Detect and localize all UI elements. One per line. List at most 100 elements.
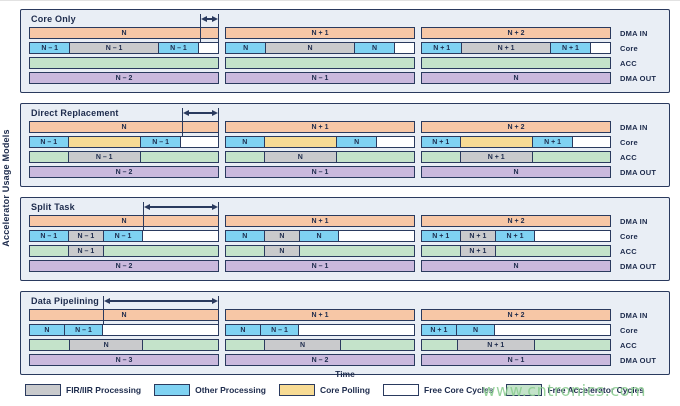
bar-segment: N + 1 bbox=[550, 43, 592, 53]
row-label: DMA IN bbox=[620, 216, 648, 226]
row-labels: DMA IN Core ACC DMA OUT bbox=[617, 215, 663, 275]
bar-segment: N – 2 bbox=[226, 355, 414, 365]
bar-segment bbox=[264, 137, 337, 147]
bar-segment bbox=[226, 246, 265, 256]
bar-segment: N + 2 bbox=[422, 122, 610, 132]
bar-segment: N bbox=[336, 137, 378, 147]
bar-segment: N – 1 bbox=[30, 43, 71, 53]
frame-column: N + 2 N + 1 N + 1 N + 1 N bbox=[421, 121, 611, 178]
legend-item: Free Accelerator Cycles bbox=[506, 384, 644, 396]
row-label: ACC bbox=[620, 58, 637, 68]
bar-segment bbox=[30, 246, 69, 256]
bar-segment bbox=[299, 325, 414, 335]
bar-segment bbox=[340, 340, 414, 350]
bar-segment: N – 3 bbox=[30, 355, 218, 365]
bar-segment: N bbox=[422, 73, 610, 83]
timeline-bar bbox=[421, 57, 611, 69]
timeline-bar: N – 1 bbox=[29, 245, 219, 257]
bar-segment: N bbox=[226, 43, 267, 53]
bar-segment: N + 1 bbox=[460, 246, 497, 256]
bar-segment: N bbox=[266, 43, 355, 53]
bar-segment: N + 1 bbox=[226, 310, 414, 320]
timeline-bar: N bbox=[421, 260, 611, 272]
bar-segment: N – 2 bbox=[30, 167, 218, 177]
bar-segment bbox=[30, 58, 218, 68]
timeline-bar: N + 1 bbox=[225, 309, 415, 321]
timeline-bar: N + 2 bbox=[421, 121, 611, 133]
timeline-bar: N – 2 bbox=[29, 72, 219, 84]
bar-segment bbox=[199, 43, 218, 53]
bar-segment: N bbox=[456, 325, 496, 335]
panel-title: Core Only bbox=[31, 14, 76, 24]
bar-segment: N + 1 bbox=[460, 231, 497, 241]
timeline-bar: N + 2 bbox=[421, 27, 611, 39]
legend: FIR/IIR Processing Other Processing Core P… bbox=[25, 384, 644, 396]
row-label: DMA IN bbox=[620, 310, 648, 320]
bar-segment bbox=[534, 340, 610, 350]
row-label: DMA OUT bbox=[620, 167, 657, 177]
timeline-bar: N bbox=[29, 121, 219, 133]
bar-segment: N bbox=[226, 231, 265, 241]
timeline-bar: N + 1 bbox=[421, 151, 611, 163]
bar-segment: N bbox=[264, 231, 301, 241]
double-arrow-icon bbox=[201, 15, 218, 23]
row-label: DMA OUT bbox=[620, 73, 657, 83]
bar-segment bbox=[226, 340, 266, 350]
arrowhead-right-icon bbox=[211, 298, 218, 304]
y-axis-label: Accelerator Usage Models bbox=[1, 129, 11, 247]
bar-segment: N bbox=[30, 122, 218, 132]
bar-segment: N + 1 bbox=[457, 340, 535, 350]
bar-segment bbox=[142, 231, 218, 241]
timeline-bar: N bbox=[225, 245, 415, 257]
bar-segment: N bbox=[226, 325, 261, 335]
free-core-cycles-marker bbox=[143, 202, 219, 230]
legend-swatch-yellow bbox=[278, 384, 315, 396]
timeline-bar: N – 1 bbox=[225, 72, 415, 84]
bar-segment bbox=[573, 137, 610, 147]
row-label: Core bbox=[620, 325, 638, 335]
bar-segment bbox=[377, 137, 414, 147]
timeline-bar: N – 2 bbox=[225, 354, 415, 366]
arrowhead-left-icon bbox=[201, 16, 207, 22]
bar-segment: N – 1 bbox=[64, 325, 104, 335]
timeline-bar: N + 1 bbox=[421, 245, 611, 257]
row-label: DMA IN bbox=[620, 122, 648, 132]
timeline-bar: N – 1 bbox=[29, 151, 219, 163]
arrow-shaft bbox=[150, 206, 212, 208]
bar-segment: N bbox=[264, 246, 301, 256]
bar-segment: N – 1 bbox=[70, 43, 159, 53]
arrowhead-right-icon bbox=[211, 110, 218, 116]
bar-segment: N – 2 bbox=[30, 73, 218, 83]
bar-segment: N – 1 bbox=[30, 137, 69, 147]
bar-segment: N + 1 bbox=[422, 43, 463, 53]
bar-segment: N bbox=[422, 261, 610, 271]
bar-segment bbox=[496, 246, 610, 256]
bar-segment: N – 1 bbox=[68, 246, 105, 256]
bar-segment: N + 1 bbox=[496, 231, 535, 241]
bar-segment bbox=[142, 340, 218, 350]
watermark: www.cntronics.com bbox=[482, 381, 646, 400]
row-label: DMA OUT bbox=[620, 261, 657, 271]
bar-segment bbox=[495, 325, 610, 335]
legend-swatch-white bbox=[383, 384, 420, 396]
bar-segment: N bbox=[422, 167, 610, 177]
bar-segment: N bbox=[264, 152, 337, 162]
timeline-bar: N – 1 N – 1 bbox=[29, 136, 219, 148]
timeline-bar: N + 1 N + 1 bbox=[421, 136, 611, 148]
